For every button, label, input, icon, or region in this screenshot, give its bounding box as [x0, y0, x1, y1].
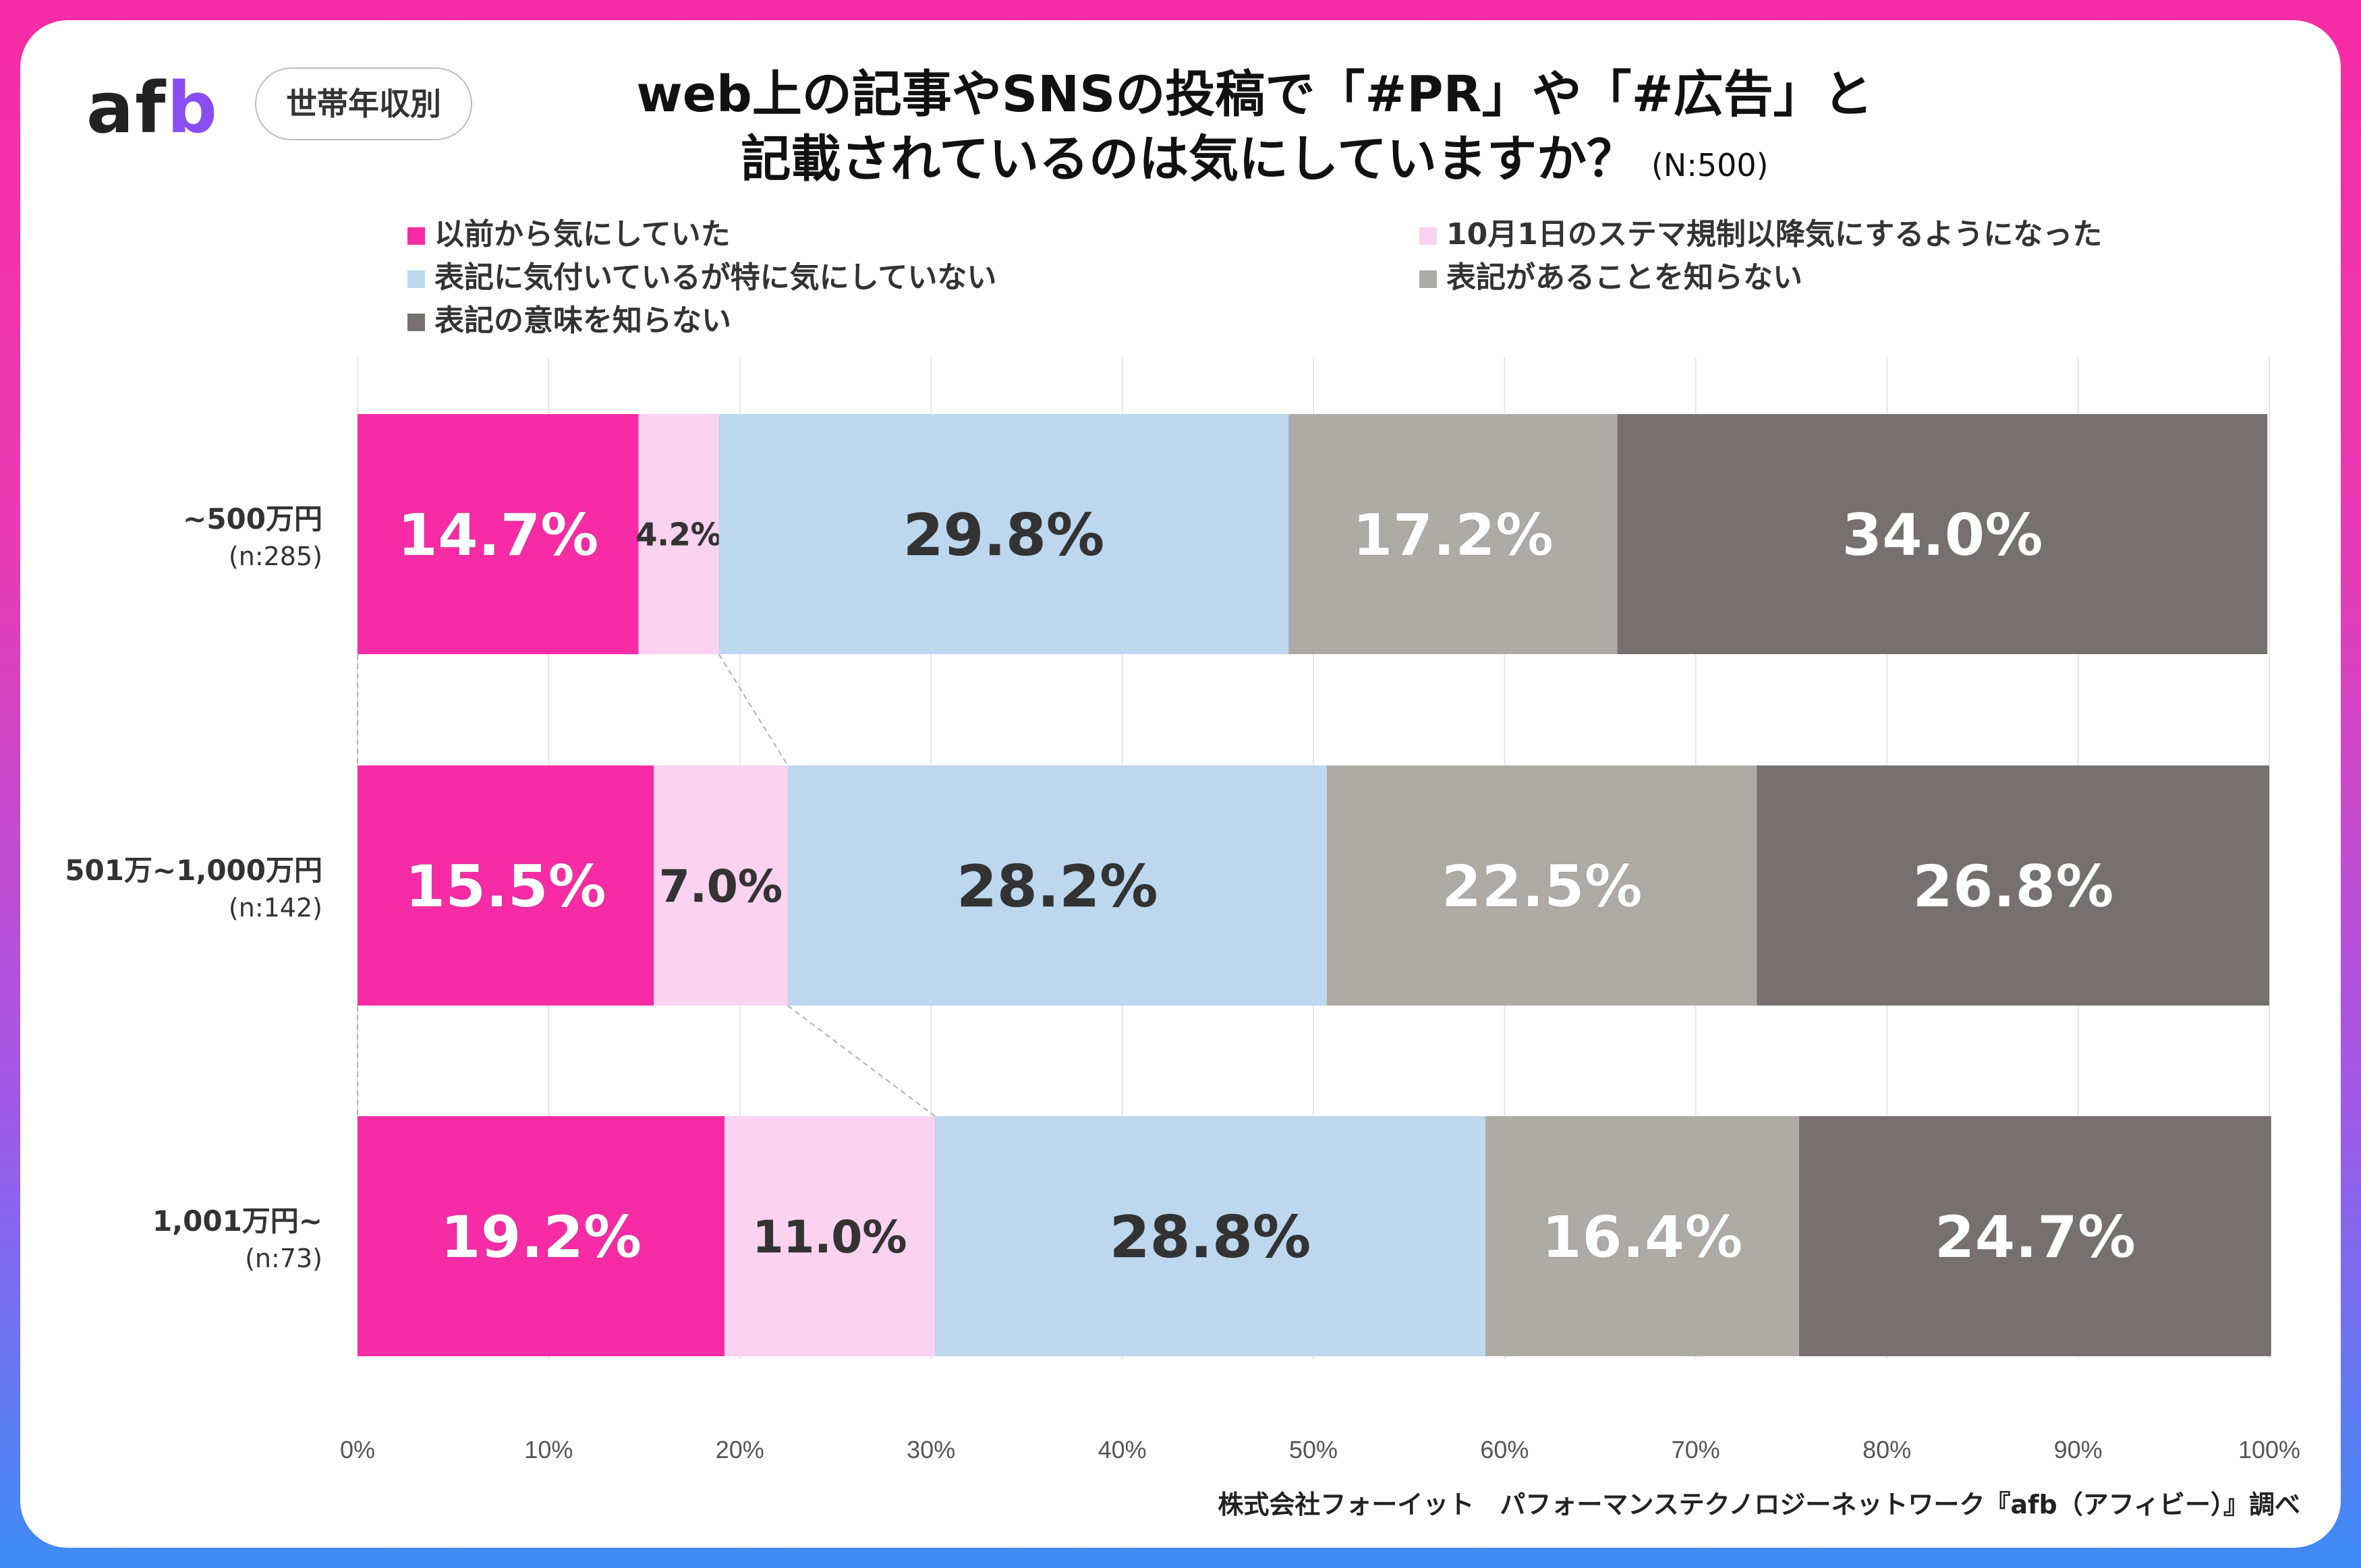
bar-segment [1757, 765, 2269, 1006]
x-tick-label: 50% [1289, 1436, 1338, 1463]
category-name: 1,001万円~ [152, 1204, 322, 1238]
category-label: ~500万円 (n:285) [26, 500, 322, 575]
legend-swatch [407, 314, 425, 331]
data-label: 17.2% [1353, 502, 1554, 569]
legend-label: 表記に気付いているが特に気にしていない [434, 260, 997, 295]
data-label: 7.0% [659, 861, 783, 912]
data-label: 16.4% [1541, 1204, 1742, 1271]
x-tick-label: 30% [907, 1436, 955, 1463]
data-label: 26.8% [1912, 853, 2113, 921]
x-tick-label: 40% [1098, 1436, 1147, 1463]
x-tick-label: 10% [524, 1436, 573, 1463]
category-sample-size: (n:73) [245, 1244, 322, 1273]
legend-item: 以前から気にしていた [407, 214, 731, 255]
data-label: 22.5% [1441, 853, 1642, 921]
legend-swatch [407, 270, 425, 288]
category-label: 501万~1,000万円 (n:142) [26, 852, 322, 926]
category-label: 1,001万円~ (n:73) [26, 1202, 322, 1277]
data-label: 29.8% [903, 502, 1104, 569]
bar-segment [1485, 1116, 1799, 1356]
title-line-2: 記載されているのは気にしていますか？ (N:500) [741, 130, 1769, 188]
bar-segment [934, 1116, 1486, 1356]
legend-item: 表記の意味を知らない [407, 301, 731, 341]
sample-size: (N:500) [1651, 147, 1769, 183]
x-tick-label: 0% [340, 1436, 375, 1463]
category-sample-size: (n:142) [228, 893, 322, 923]
data-label: 11.0% [753, 1211, 907, 1263]
legend-swatch [1419, 270, 1437, 288]
data-label: 24.7% [1935, 1204, 2136, 1271]
x-tick-label: 80% [1862, 1436, 1911, 1463]
data-label: 4.2% [635, 517, 722, 553]
bar-segment [1288, 414, 1618, 654]
data-label: 28.2% [957, 853, 1158, 921]
bar-segment [1326, 765, 1757, 1006]
x-tick-label: 60% [1480, 1436, 1529, 1463]
category-sample-size: (n:285) [228, 542, 322, 571]
bar-segment [358, 414, 639, 654]
series-line [787, 1005, 936, 1117]
bar-segment [654, 765, 788, 1006]
bar-segment [638, 414, 719, 654]
data-label: 34.0% [1842, 502, 2043, 569]
data-label: 14.7% [397, 502, 598, 569]
category-name: 501万~1,000万円 [65, 854, 322, 887]
legend-item: 10月1日のステマ規制以降気にするようになった [1419, 214, 2102, 255]
x-tick-label: 70% [1672, 1436, 1720, 1463]
legend-label: 表記があることを知らない [1446, 260, 1802, 295]
title-line-1: web上の記事やSNSの投稿で「#PR」や「#広告」と [636, 65, 1873, 123]
afb-logo: afb [86, 67, 219, 149]
legend-item: 表記があることを知らない [1419, 258, 1802, 298]
series-line [718, 654, 789, 766]
bar-segment [358, 765, 654, 1006]
chart-title: web上の記事やSNSの投稿で「#PR」や「#広告」と 記載されているのは気にし… [540, 62, 1970, 198]
bar-segment [787, 765, 1327, 1006]
bar-segment [724, 1116, 935, 1356]
legend-label: 以前から気にしていた [434, 217, 731, 252]
legend-item: 表記に気付いているが特に気にしていない [407, 258, 996, 298]
x-tick-label: 100% [2238, 1436, 2300, 1463]
data-label: 15.5% [405, 853, 606, 921]
segment-tag: 世帯年収別 [255, 67, 472, 140]
bar-segment [1617, 414, 2268, 654]
legend-swatch [407, 227, 425, 245]
bar-segment [1798, 1116, 2271, 1356]
x-tick-label: 20% [716, 1436, 764, 1463]
source-note: 株式会社フォーイット パフォーマンステクノロジーネットワーク『afb（アフィビー… [1218, 1490, 2300, 1519]
bar-segment [718, 414, 1289, 654]
legend-label: 表記の意味を知らない [434, 303, 731, 338]
data-label: 19.2% [440, 1204, 642, 1271]
category-name: ~500万円 [183, 502, 322, 535]
legend-label: 10月1日のステマ規制以降気にするようになった [1446, 217, 2103, 252]
data-label: 28.8% [1110, 1204, 1311, 1271]
x-tick-label: 90% [2054, 1436, 2103, 1463]
bar-segment [358, 1116, 725, 1356]
legend-swatch [1419, 227, 1437, 245]
